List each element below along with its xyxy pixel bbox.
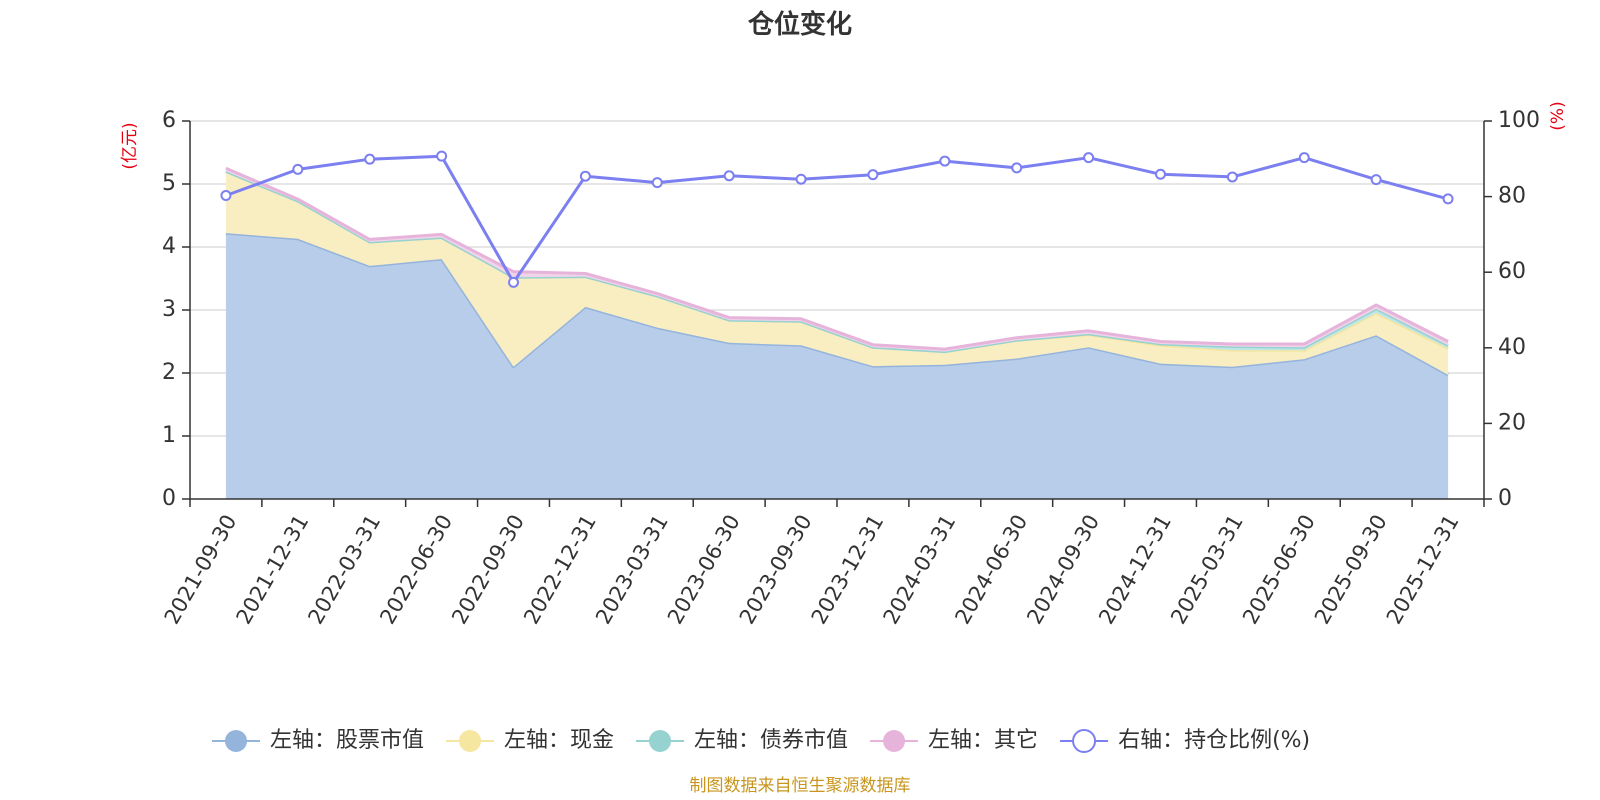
x-tick-label: 2023-12-31 (807, 511, 889, 629)
right-tick-label: 20 (1498, 410, 1526, 435)
left-tick-label: 0 (162, 486, 176, 511)
legend-label: 左轴：债券市值 (694, 728, 848, 753)
legend-marker (1072, 729, 1097, 753)
ratio-point (508, 276, 519, 288)
legend-label: 右轴：持仓比例(%) (1118, 728, 1310, 753)
left-tick-label: 6 (162, 108, 176, 133)
legend-item-4: 右轴：持仓比例(%) (1060, 728, 1310, 753)
x-tick-label: 2023-03-31 (591, 511, 673, 629)
right-axis-unit: (%) (1548, 101, 1568, 130)
right-tick-label: 100 (1498, 108, 1540, 133)
legend-marker (883, 730, 906, 752)
area-0 (225, 233, 1449, 499)
ratio-point (364, 153, 376, 165)
data-source-note: 制图数据来自恒生聚源数据库 (690, 776, 911, 796)
right-tick-label: 0 (1498, 486, 1512, 511)
ratio-point (292, 163, 304, 175)
ratio-point (939, 155, 951, 167)
ratio-point (220, 189, 232, 201)
x-tick-label: 2025-03-31 (1166, 511, 1248, 629)
ratio-point (1370, 174, 1382, 186)
chart-title: 仓位变化 (747, 9, 852, 40)
legend-item-1: 左轴：现金 (446, 728, 614, 753)
left-tick-label: 4 (162, 234, 176, 259)
ratio-point (1011, 162, 1023, 174)
legend-marker (225, 730, 247, 752)
right-tick-label: 40 (1498, 335, 1526, 360)
right-tick-label: 80 (1498, 184, 1526, 209)
legend-marker (649, 730, 672, 752)
ratio-point (579, 170, 591, 182)
area-1 (225, 171, 1449, 375)
x-tick-label: 2025-12-31 (1382, 511, 1464, 629)
left-tick-label: 5 (162, 171, 176, 196)
left-tick-label: 2 (162, 360, 176, 385)
x-tick-label: 2025-09-30 (1310, 511, 1392, 629)
x-tick-label: 2024-03-31 (879, 511, 961, 629)
x-tick-label: 2023-06-30 (663, 511, 745, 629)
x-tick-label: 2024-12-31 (1094, 511, 1176, 629)
legend-item-0: 左轴：股票市值 (212, 728, 424, 753)
x-tick-label: 2025-06-30 (1238, 511, 1320, 629)
x-tick-label: 2021-09-30 (160, 511, 242, 629)
legend-item-2: 左轴：债券市值 (636, 728, 848, 753)
left-tick-label: 3 (162, 297, 176, 322)
legend: 左轴：股票市值 左轴：现金 左轴：债券市值 左轴：其它 右轴：持仓比例(%) (212, 728, 1310, 753)
area-edge-3 (225, 166, 1449, 351)
ratio-point (651, 177, 663, 189)
x-tick-label: 2021-12-31 (232, 511, 314, 629)
legend-label: 左轴：其它 (928, 728, 1038, 753)
ratio-line (225, 154, 1449, 284)
ratio-point (795, 173, 807, 185)
x-tick-label: 2022-09-30 (447, 511, 529, 629)
ratio-point (436, 150, 448, 162)
x-tick-label: 2024-09-30 (1022, 511, 1104, 629)
x-tick-label: 2022-03-31 (303, 511, 385, 629)
ratio-point (723, 170, 735, 182)
right-tick-label: 60 (1498, 259, 1526, 284)
x-tick-label: 2022-06-30 (375, 511, 457, 629)
x-tick-label: 2024-06-30 (950, 511, 1032, 629)
x-tick-label: 2023-09-30 (735, 511, 817, 629)
legend-label: 左轴：现金 (504, 728, 614, 753)
legend-marker (459, 730, 482, 752)
stacked-areas (225, 166, 1449, 499)
left-axis-unit: (亿元) (120, 122, 140, 169)
ratio-point (867, 169, 879, 181)
legend-item-3: 左轴：其它 (870, 728, 1038, 753)
ratio-point (1155, 168, 1166, 180)
x-tick-label: 2022-12-31 (519, 511, 601, 629)
ratio-point (1083, 152, 1095, 164)
ratio-point (1298, 152, 1310, 164)
ratio-point (1442, 193, 1454, 205)
legend-label: 左轴：股票市值 (270, 728, 424, 753)
ratio-point (1226, 171, 1238, 183)
left-tick-label: 1 (162, 423, 176, 448)
ratio-line-group (220, 150, 1454, 288)
